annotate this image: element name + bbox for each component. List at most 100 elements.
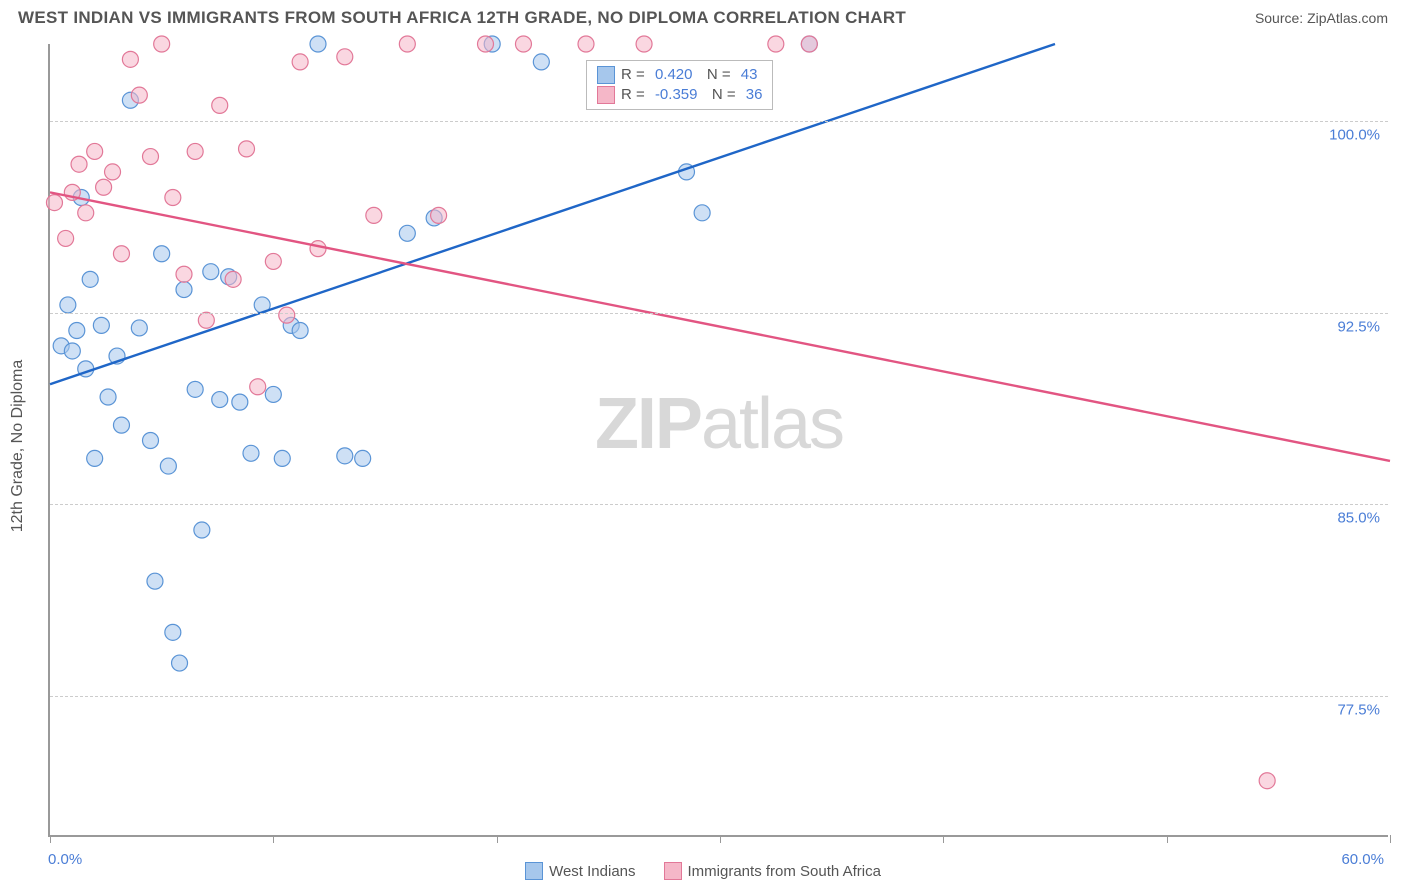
legend-label: West Indians [549, 863, 635, 880]
scatter-point [292, 54, 308, 70]
x-tick [497, 835, 498, 843]
regression-line [50, 44, 1055, 384]
scatter-point [100, 389, 116, 405]
scatter-point [478, 36, 494, 52]
scatter-point [165, 624, 181, 640]
scatter-point [143, 149, 159, 165]
scatter-point [131, 320, 147, 336]
scatter-point [203, 264, 219, 280]
scatter-point [636, 36, 652, 52]
scatter-point [768, 36, 784, 52]
y-axis-label: 12th Grade, No Diploma [9, 360, 27, 533]
scatter-point [694, 205, 710, 221]
scatter-point [154, 36, 170, 52]
stats-row: R = 0.420 N = 43 [597, 65, 762, 85]
scatter-svg [50, 44, 1388, 835]
scatter-point [239, 141, 255, 157]
scatter-point [113, 417, 129, 433]
scatter-point [87, 143, 103, 159]
scatter-point [212, 392, 228, 408]
scatter-point [243, 445, 259, 461]
scatter-point [64, 343, 80, 359]
scatter-point [78, 205, 94, 221]
scatter-point [337, 49, 353, 65]
legend-label: Immigrants from South Africa [688, 863, 881, 880]
grid-line [50, 696, 1388, 697]
scatter-point [82, 271, 98, 287]
source-label: Source: ZipAtlas.com [1255, 10, 1388, 26]
scatter-point [154, 246, 170, 262]
grid-line [50, 313, 1388, 314]
x-tick [1390, 835, 1391, 843]
scatter-point [113, 246, 129, 262]
legend-swatch [525, 862, 543, 880]
scatter-point [87, 450, 103, 466]
scatter-point [355, 450, 371, 466]
legend-item-west-indians: West Indians [525, 862, 635, 880]
scatter-point [165, 189, 181, 205]
y-tick-label: 85.0% [1337, 510, 1380, 527]
scatter-point [279, 307, 295, 323]
scatter-point [198, 312, 214, 328]
grid-line [50, 121, 1388, 122]
scatter-point [143, 433, 159, 449]
scatter-point [58, 230, 74, 246]
scatter-point [578, 36, 594, 52]
legend-item-south-africa: Immigrants from South Africa [664, 862, 881, 880]
y-tick-label: 77.5% [1337, 702, 1380, 719]
scatter-point [71, 156, 87, 172]
scatter-point [60, 297, 76, 313]
scatter-point [1259, 773, 1275, 789]
chart-title: WEST INDIAN VS IMMIGRANTS FROM SOUTH AFR… [18, 8, 906, 28]
scatter-point [232, 394, 248, 410]
scatter-point [515, 36, 531, 52]
regression-line [50, 192, 1390, 461]
scatter-point [310, 36, 326, 52]
scatter-point [187, 381, 203, 397]
scatter-point [431, 207, 447, 223]
scatter-point [212, 97, 228, 113]
y-tick-label: 92.5% [1337, 318, 1380, 335]
scatter-point [131, 87, 147, 103]
scatter-point [801, 36, 817, 52]
scatter-point [160, 458, 176, 474]
scatter-point [225, 271, 241, 287]
stats-swatch [597, 86, 615, 104]
legend: West Indians Immigrants from South Afric… [0, 862, 1406, 880]
scatter-point [105, 164, 121, 180]
scatter-point [46, 195, 62, 211]
plot-area: ZIPatlas R = 0.420 N = 43R = -0.359 N = … [48, 44, 1388, 837]
scatter-point [337, 448, 353, 464]
scatter-point [366, 207, 382, 223]
stats-swatch [597, 66, 615, 84]
scatter-point [96, 179, 112, 195]
scatter-point [310, 241, 326, 257]
legend-swatch [664, 862, 682, 880]
x-tick [273, 835, 274, 843]
scatter-point [122, 51, 138, 67]
scatter-point [265, 253, 281, 269]
scatter-point [172, 655, 188, 671]
scatter-point [93, 317, 109, 333]
scatter-point [176, 266, 192, 282]
scatter-point [399, 36, 415, 52]
x-tick [720, 835, 721, 843]
scatter-point [194, 522, 210, 538]
scatter-point [265, 386, 281, 402]
x-tick [1167, 835, 1168, 843]
scatter-point [292, 323, 308, 339]
scatter-point [187, 143, 203, 159]
grid-line [50, 504, 1388, 505]
chart-container: ZIPatlas R = 0.420 N = 43R = -0.359 N = … [48, 44, 1388, 837]
scatter-point [176, 282, 192, 298]
x-tick [50, 835, 51, 843]
stats-box: R = 0.420 N = 43R = -0.359 N = 36 [586, 60, 773, 110]
stats-row: R = -0.359 N = 36 [597, 85, 762, 105]
scatter-point [250, 379, 266, 395]
scatter-point [399, 225, 415, 241]
scatter-point [69, 323, 85, 339]
y-tick-label: 100.0% [1329, 126, 1380, 143]
scatter-point [274, 450, 290, 466]
x-tick [943, 835, 944, 843]
scatter-point [147, 573, 163, 589]
